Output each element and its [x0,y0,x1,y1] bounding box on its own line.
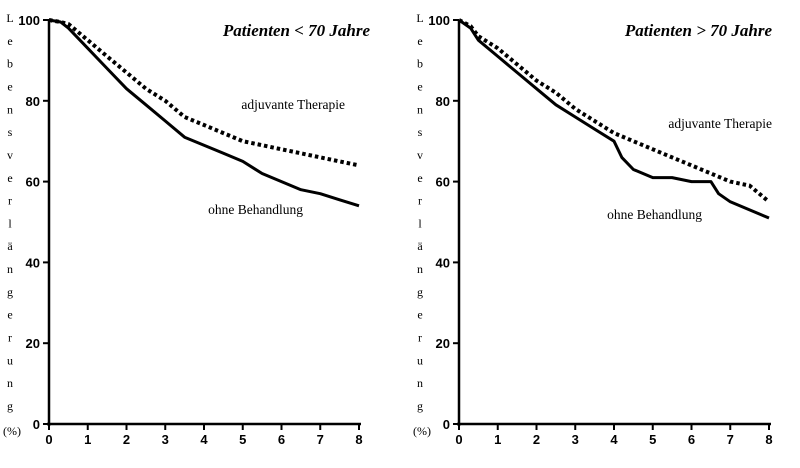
chart-title: Patienten > 70 Jahre [624,21,773,40]
y-axis-label-letter: l [418,216,422,230]
y-tick-label: 60 [436,175,450,190]
y-axis-label-letter: ä [7,239,13,253]
x-tick-label: 1 [494,432,501,447]
x-tick-label: 0 [455,432,462,447]
y-axis-label-letter: e [7,308,12,322]
y-axis-label-letter: s [8,125,13,139]
x-tick-label: 2 [533,432,540,447]
y-axis-label-letter: r [8,331,12,345]
x-tick-label: 6 [278,432,285,447]
x-tick-label: 3 [162,432,169,447]
y-axis-label-letter: u [417,353,423,367]
y-tick-label: 100 [18,13,40,28]
y-axis-label-letter: g [417,285,423,299]
y-axis-label-letter: r [418,194,422,208]
x-tick-label: 7 [317,432,324,447]
y-tick-label: 100 [428,13,450,28]
y-axis-label-letter: b [7,57,13,71]
y-axis-label-letter: u [7,353,13,367]
y-tick-label: 20 [26,336,40,351]
y-axis-label-letter: n [7,376,13,390]
y-tick-label: 40 [436,255,450,270]
y-axis-label-letter: s [418,125,423,139]
series-line-ohne-behandlung [458,18,770,220]
y-axis-label-letter: l [8,216,12,230]
y-axis-label-letter: n [417,102,423,116]
x-tick-label: 0 [45,432,52,447]
y-axis-label-letter: L [416,11,423,25]
y-axis-label-letter: r [8,194,12,208]
y-tick-label: 80 [436,94,450,109]
y-axis-label-letter: n [7,262,13,276]
y-tick-label: 80 [26,94,40,109]
x-tick-label: 7 [727,432,734,447]
chart-panel-2: 0 1 2 3 4 5 6 7 8020406080100Lebensverlängerung(… [413,11,773,447]
y-axis-label-unit: (%) [3,424,21,438]
y-axis-label-letter: g [417,399,423,413]
y-tick-label: 20 [436,336,450,351]
series-label: ohne Behandlung [607,207,702,222]
y-tick-label: 40 [26,255,40,270]
y-axis-label-letter: g [7,285,13,299]
series-line-adjuvante-therapie [458,18,771,204]
series-label: ohne Behandlung [208,202,303,217]
y-axis-label-letter: b [417,57,423,71]
y-axis-label-letter: n [417,262,423,276]
y-axis-label-letter: v [7,148,13,162]
y-tick-label: 0 [33,417,40,432]
y-axis-label-letter: ä [417,239,423,253]
x-tick-label: 4 [200,432,208,447]
series-line-adjuvante-therapie [48,18,360,168]
y-axis-label-letter: g [7,399,13,413]
y-axis-label-letter: n [417,376,423,390]
x-tick-label: 4 [610,432,618,447]
y-axis-label-letter: v [417,148,423,162]
x-tick-label: 3 [572,432,579,447]
x-tick-label: 2 [123,432,130,447]
y-axis-label-letter: r [418,331,422,345]
series-line-ohne-behandlung [48,18,360,208]
x-tick-label: 1 [84,432,91,447]
chart-panel-1: 0 1 2 3 4 5 6 7 8020406080100Lebensverlängerung(… [3,11,370,447]
x-tick-label: 5 [239,432,246,447]
y-axis-label-letter: e [417,34,422,48]
y-axis-label-letter: L [6,11,13,25]
x-tick-label: 6 [688,432,695,447]
y-axis-label-letter: e [417,308,422,322]
x-tick-label: 8 [355,432,362,447]
x-tick-label: 5 [649,432,656,447]
y-axis-label-unit: (%) [413,424,431,438]
chart-title: Patienten < 70 Jahre [222,21,371,40]
series-label: adjuvante Therapie [241,97,345,112]
y-axis-label-letter: e [7,171,12,185]
y-axis-label-letter: n [7,102,13,116]
y-axis-label-letter: e [417,171,422,185]
x-tick-label: 8 [765,432,772,447]
y-tick-label: 60 [26,175,40,190]
y-axis-label-letter: e [7,79,12,93]
series-label: adjuvante Therapie [668,116,772,131]
y-axis-label-letter: e [417,79,422,93]
y-tick-label: 0 [443,417,450,432]
y-axis-label-letter: e [7,34,12,48]
